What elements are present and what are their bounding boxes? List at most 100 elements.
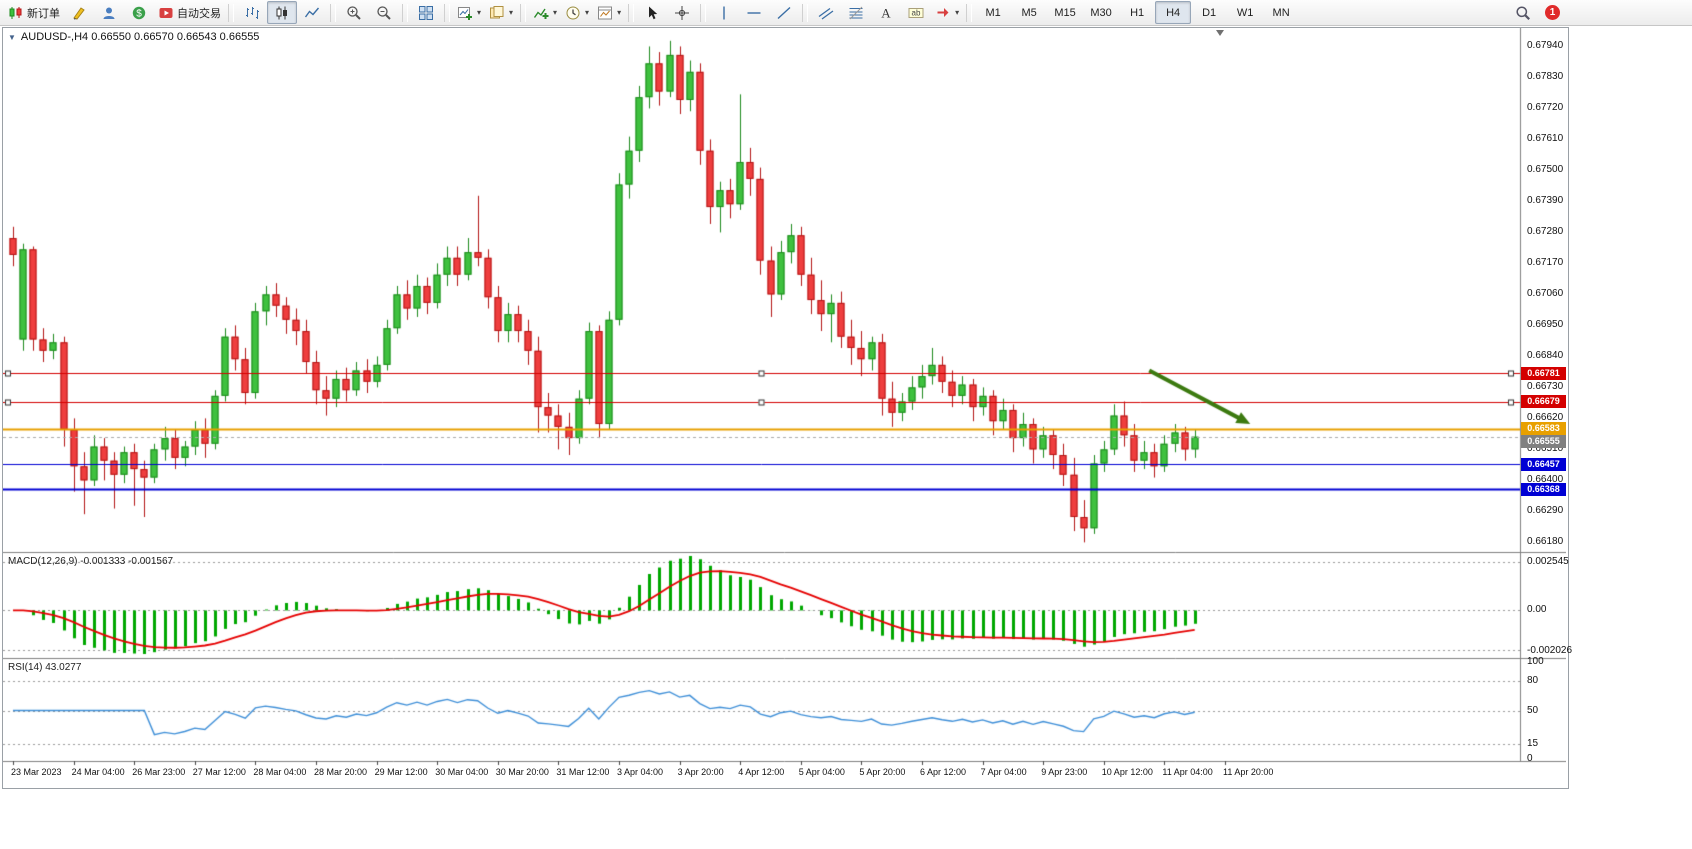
time-axis-label: 7 Apr 04:00	[980, 767, 1027, 777]
time-axis-label: 3 Apr 04:00	[617, 767, 664, 777]
autotrading-button[interactable]: 自动交易	[154, 1, 225, 24]
search-button[interactable]	[1508, 1, 1538, 24]
price-axis-label: 0.66290	[1527, 505, 1564, 517]
price-line-badge: 0.66457	[1521, 457, 1566, 471]
tf-h1-button[interactable]: H1	[1119, 1, 1155, 24]
time-axis-label: 10 Apr 12:00	[1101, 767, 1153, 777]
hline-icon	[746, 5, 762, 21]
label-icon: ab	[908, 5, 924, 21]
cursor-icon	[644, 5, 660, 21]
trend-line-button[interactable]	[769, 1, 799, 24]
fibonacci-button[interactable]	[841, 1, 871, 24]
crosshair-button[interactable]	[667, 1, 697, 24]
price-axis-label: 0.66510	[1527, 443, 1564, 455]
price-axis-label: 0.66620	[1527, 412, 1564, 424]
price-axis-label: 0.67280	[1527, 226, 1564, 238]
tf-mn-button[interactable]: MN	[1263, 1, 1299, 24]
tf-w1-button[interactable]: W1	[1227, 1, 1263, 24]
equidistant-channel-button[interactable]	[811, 1, 841, 24]
periods-button[interactable]: ▾	[561, 1, 593, 24]
price-axis-label: 0.66950	[1527, 319, 1564, 331]
tf-h4-button[interactable]: H4	[1155, 1, 1192, 24]
tf-m30-label: M30	[1090, 6, 1112, 19]
chart-menu-icon[interactable]: ▼	[8, 32, 16, 42]
profiles-icon	[489, 5, 505, 21]
horizontal-line-button[interactable]	[739, 1, 769, 24]
time-axis-label: 6 Apr 12:00	[920, 767, 967, 777]
macd-indicator-label: MACD(12,26,9) -0.001333 -0.001567	[8, 556, 174, 567]
text-label-button[interactable]: ab	[901, 1, 931, 24]
price-axis-label: 0.67060	[1527, 288, 1564, 300]
profiles-button[interactable]: ▾	[485, 1, 517, 24]
price-axis-label: 0.66730	[1527, 381, 1564, 393]
price-axis-label: 0.67500	[1527, 164, 1564, 176]
price-axis-label: 0.67610	[1527, 133, 1564, 145]
tf-m15-button[interactable]: M15	[1047, 1, 1083, 24]
vertical-line-button[interactable]	[709, 1, 739, 24]
metaeditor-button[interactable]	[64, 1, 94, 24]
tf-m30-button[interactable]: M30	[1083, 1, 1119, 24]
tf-mn-label: MN	[1272, 6, 1290, 19]
cursor-button[interactable]	[637, 1, 667, 24]
dropdown-caret-icon[interactable]: ▾	[553, 8, 558, 17]
chart-window: ▼ AUDUSD-,H4 0.66550 0.66570 0.66543 0.6…	[2, 27, 1572, 789]
price-axis-label: 0.66400	[1527, 474, 1564, 486]
tf-m1-button[interactable]: M1	[975, 1, 1011, 24]
templates-button[interactable]: ▾	[593, 1, 625, 24]
new-order-button[interactable]: 新订单	[4, 1, 64, 24]
toolbar-separator	[330, 3, 336, 22]
dropdown-caret-icon[interactable]: ▾	[477, 8, 482, 17]
time-axis-label: 26 Mar 23:00	[132, 767, 186, 777]
rsi-axis-label: 0	[1527, 753, 1533, 764]
zoom-out-button[interactable]	[369, 1, 399, 24]
time-axis-label: 29 Mar 12:00	[374, 767, 428, 777]
chart-title: AUDUSD-,H4 0.66550 0.66570 0.66543 0.665…	[20, 31, 260, 43]
toolbar-separator	[444, 3, 450, 22]
toolbar-separator	[402, 3, 408, 22]
time-axis-label: 5 Apr 04:00	[798, 767, 845, 777]
tf-d1-button[interactable]: D1	[1191, 1, 1227, 24]
price-axis[interactable]: 0.67940 0.67830 0.67720 0.67610 0.67500 0.673…	[1520, 28, 1572, 764]
text-icon: A	[878, 5, 894, 21]
arrows-button[interactable]: ▾	[931, 1, 963, 24]
tf-m15-label: M15	[1054, 6, 1076, 19]
zoom-in-button[interactable]	[339, 1, 369, 24]
notification-badge[interactable]: 1	[1545, 5, 1560, 20]
price-chart-canvas[interactable]	[3, 28, 1566, 786]
channel-icon	[818, 5, 834, 21]
time-axis-label: 5 Apr 20:00	[859, 767, 906, 777]
chart-shift-marker-icon[interactable]	[1216, 30, 1224, 36]
tf-m5-label: M5	[1021, 6, 1037, 19]
price-line-badge: 0.66679	[1521, 395, 1566, 409]
line-chart-button[interactable]	[297, 1, 327, 24]
tf-d1-label: D1	[1202, 6, 1217, 19]
indicators-button[interactable]: ▾	[529, 1, 561, 24]
svg-text:ab: ab	[912, 8, 921, 17]
dropdown-caret-icon[interactable]: ▾	[585, 8, 590, 17]
dropdown-caret-icon[interactable]: ▾	[955, 8, 960, 17]
candles-icon	[274, 5, 290, 21]
crosshair-icon	[674, 5, 690, 21]
tf-w1-label: W1	[1236, 6, 1254, 19]
new-order-label: 新订单	[27, 7, 60, 20]
dropdown-caret-icon[interactable]: ▾	[617, 8, 622, 17]
toolbar-separator	[228, 3, 234, 22]
text-button[interactable]: A	[871, 1, 901, 24]
candlestick-chart-button[interactable]	[267, 1, 297, 24]
bar-chart-button[interactable]	[237, 1, 267, 24]
macd-axis-label: 0.002545	[1527, 556, 1569, 567]
time-axis[interactable]: 23 Mar 2023 24 Mar 04:00 26 Mar 23:00 27 Ma…	[3, 761, 1520, 786]
market-button[interactable]: $	[124, 1, 154, 24]
tile-windows-button[interactable]	[411, 1, 441, 24]
tf-m5-button[interactable]: M5	[1011, 1, 1047, 24]
linechart-icon	[304, 5, 320, 21]
price-line-badge: 0.66368	[1521, 482, 1566, 496]
price-axis-label: 0.67170	[1527, 257, 1564, 269]
indicators-icon	[533, 5, 549, 21]
dropdown-caret-icon[interactable]: ▾	[509, 8, 514, 17]
community-button[interactable]	[94, 1, 124, 24]
time-axis-label: 4 Apr 12:00	[738, 767, 785, 777]
new-chart-button[interactable]: ▾	[453, 1, 485, 24]
price-axis-label: 0.67940	[1527, 40, 1564, 52]
zoom-in-icon	[346, 5, 362, 21]
